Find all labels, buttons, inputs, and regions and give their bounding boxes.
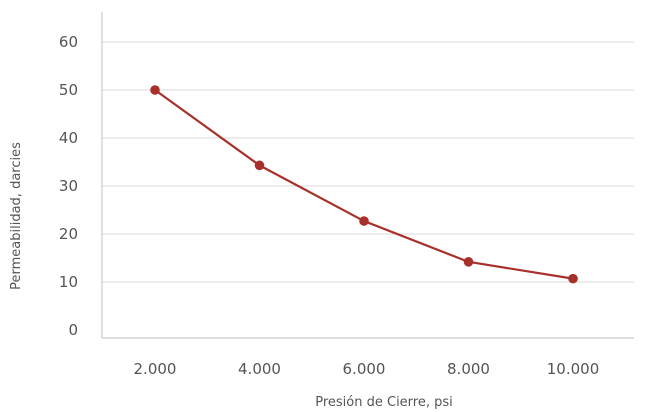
x-tick-label-2: 6.000: [343, 360, 386, 378]
data-point-4: [568, 273, 578, 284]
data-point-0: [150, 85, 160, 95]
x-tick-label-0: 2.000: [134, 360, 177, 378]
x-tick-label-3: 8.000: [447, 360, 490, 378]
y-axis-title: Permeabilidad, darcies: [9, 142, 24, 290]
data-point-2: [359, 216, 369, 226]
data-point-3: [463, 257, 474, 267]
x-tick-labels: 2.000 4.000 6.000 8.000 10.000: [134, 360, 600, 378]
y-tick-label-1: 10: [59, 273, 78, 291]
series-line: [154, 89, 574, 280]
x-tick-label-4: 10.000: [547, 360, 600, 378]
y-tick-label-3: 30: [59, 177, 78, 195]
y-tick-label-2: 20: [59, 225, 78, 243]
y-tick-label-5: 50: [59, 81, 78, 99]
y-tick-label-4: 40: [59, 129, 78, 147]
series-layer: [150, 85, 578, 284]
y-tick-label-6: 60: [59, 33, 78, 51]
x-tick-label-1: 4.000: [238, 360, 281, 378]
gridlines: [102, 41, 634, 283]
data-point-1: [254, 160, 265, 171]
y-tick-label-0: 0: [68, 321, 78, 339]
y-tick-labels: 0 10 20 30 40 50 60: [59, 33, 78, 339]
x-axis-title: Presión de Cierre, psi: [315, 395, 453, 410]
